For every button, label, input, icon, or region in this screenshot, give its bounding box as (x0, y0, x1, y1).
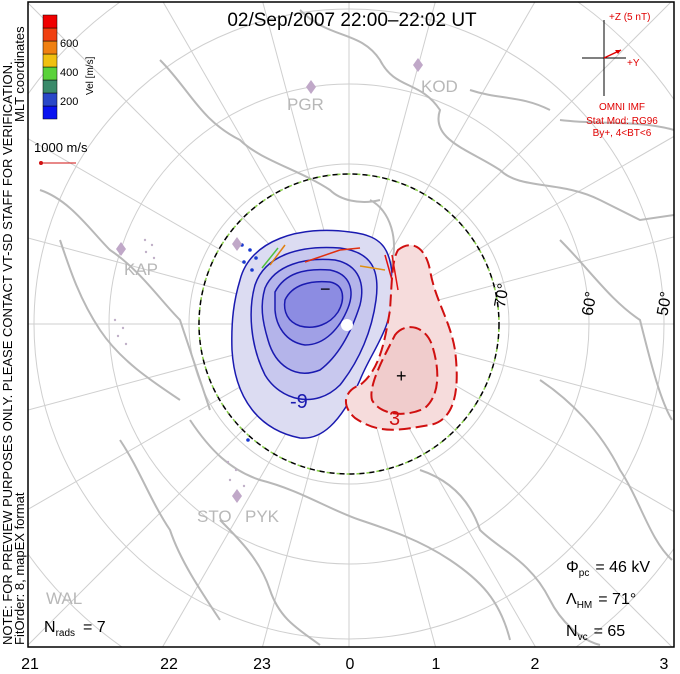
latitude-label-50: 50° (654, 290, 675, 317)
radar-count: Nrads = 7 (44, 619, 106, 639)
colorbar-tick-600: 600 (60, 38, 78, 50)
imf-model: Stat Mod: RG96 (586, 116, 658, 127)
colorbar-segment (42, 53, 58, 68)
mlt-meridian (28, 376, 297, 646)
mlt-meridian (28, 2, 297, 272)
mlt-meridian (367, 396, 437, 647)
imf-source: OMNI IMF (599, 102, 645, 113)
cross-polar-cap-potential: Φpc = 46 kV (566, 559, 650, 579)
mlt-tick: 3 (660, 656, 669, 673)
station-pgr: PGR (287, 95, 324, 114)
preview-note: NOTE: FOR PREVIEW PURPOSES ONLY. PLEASE … (0, 61, 15, 645)
vector-count: Nvc = 65 (566, 623, 625, 643)
radar-fov-dots (113, 238, 246, 488)
mlt-meridian (28, 237, 277, 306)
colorbar-segment (42, 27, 58, 42)
colorbar-tick-200: 200 (60, 96, 78, 108)
station-sto: STO (197, 507, 232, 526)
velocity-colorbar (42, 14, 58, 120)
svg-text:Nvc= 65: Nvc = 65 (566, 623, 625, 643)
colorbar-segment (42, 105, 58, 120)
mlt-meridian (386, 2, 536, 260)
imf-y-label: +Y (627, 58, 640, 69)
mlt-meridian (401, 2, 672, 272)
negative-contour-label: -9 (290, 391, 308, 413)
mlt-meridian (413, 135, 674, 287)
mlt-meridian (421, 236, 674, 306)
colorbar-segment (42, 40, 58, 55)
potential-max-marker: + (396, 366, 407, 386)
reference-vector (39, 161, 76, 165)
mlt-tick: 21 (21, 656, 39, 673)
mlt-meridian (262, 2, 331, 252)
station-kod: KOD (421, 77, 458, 96)
mlt-tick: 22 (160, 656, 178, 673)
pole-marker (341, 319, 353, 331)
colorbar-tick-400: 400 (60, 67, 78, 79)
velocity-vectors (240, 243, 399, 442)
imf-condition: By+, 4<BT<6 (593, 128, 652, 139)
latitude-label-70: 70° (492, 282, 513, 309)
svg-text:Nrads= 7: Nrads = 7 (44, 619, 106, 639)
latitude-label-60: 60° (579, 290, 600, 317)
mlt-meridian (401, 376, 673, 647)
colorbar-segment (42, 66, 58, 81)
coordinates-label: MLT coordinates (12, 26, 27, 122)
potential-min-marker: − (320, 279, 331, 299)
colorbar-segment (42, 92, 58, 107)
colorbar-label: Vel [m/s] (85, 56, 96, 95)
hm-boundary-latitude: ΛHM = 71° (566, 591, 636, 611)
svg-text:Φpc= 46 kV: Φpc = 46 kV (566, 559, 650, 579)
mlt-tick: 2 (531, 656, 540, 673)
coastlines (39, 9, 674, 646)
mlt-meridian (386, 388, 536, 647)
imf-clock (582, 20, 626, 96)
mlt-meridian (162, 2, 312, 260)
fit-order-note: FitOrder: 8, mapEX format (12, 492, 27, 645)
svg-text:ΛHM= 71°: ΛHM = 71° (566, 591, 636, 611)
plot-frame (27, 1, 675, 648)
mlt-tick: 23 (253, 656, 271, 673)
station-wal: WAL (46, 589, 82, 608)
plot-title: 02/Sep/2007 22:00–22:02 UT (227, 10, 477, 31)
station-kap: KAP (124, 260, 158, 279)
colorbar-segment (42, 79, 58, 94)
mlt-meridian (421, 342, 674, 412)
mlt-axis: 21 22 23 0 1 2 3 (21, 656, 668, 673)
station-pyk: PYK (245, 507, 280, 526)
imf-z-label: +Z (5 nT) (609, 12, 650, 23)
mlt-tick: 1 (432, 656, 441, 673)
reference-vector-label: 1000 m/s (34, 140, 88, 155)
mlt-meridian (367, 2, 436, 252)
positive-contour-label: 3 (389, 408, 400, 430)
colorbar-segment (42, 14, 58, 29)
mlt-meridian (261, 396, 331, 647)
mlt-tick: 0 (346, 656, 355, 673)
radar-station-markers (116, 58, 423, 503)
convection-pattern: − + -9 3 (231, 229, 458, 439)
